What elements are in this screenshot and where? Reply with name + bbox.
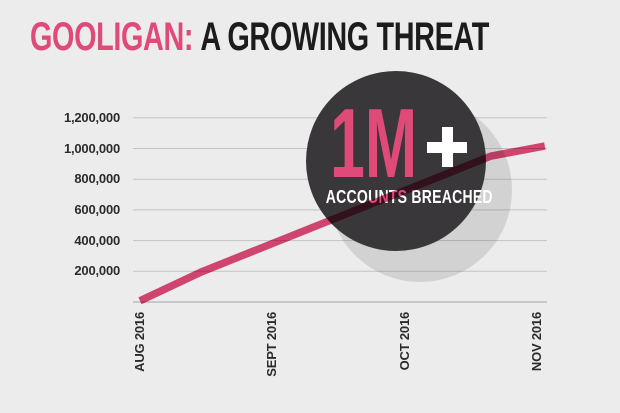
- plus-icon: [427, 127, 467, 167]
- page-title: GOOLIGAN: A GROWING THREAT: [30, 17, 489, 57]
- y-axis-label: 1,200,000: [63, 109, 120, 125]
- y-axis-label: 200,000: [74, 263, 120, 279]
- breached-accounts-line: [138, 142, 546, 305]
- badge-circle: 1M ACCOUNTS BREACHED: [306, 71, 493, 251]
- x-axis-label: NOV 2016: [528, 312, 544, 372]
- x-axis-label: SEPT 2016: [264, 312, 280, 377]
- badge-value: 1M: [330, 88, 418, 198]
- title-highlight: GOOLIGAN:: [30, 15, 194, 59]
- y-axis-label: 400,000: [74, 232, 120, 248]
- x-axis-label: AUG 2016: [132, 312, 147, 372]
- y-axis-label: 1,000,000: [63, 140, 120, 156]
- y-axis-label: 600,000: [74, 201, 120, 217]
- title-rest: A GROWING THREAT: [200, 15, 489, 59]
- y-axis-label: 800,000: [74, 171, 120, 187]
- x-axis-label: OCT 2016: [396, 312, 412, 371]
